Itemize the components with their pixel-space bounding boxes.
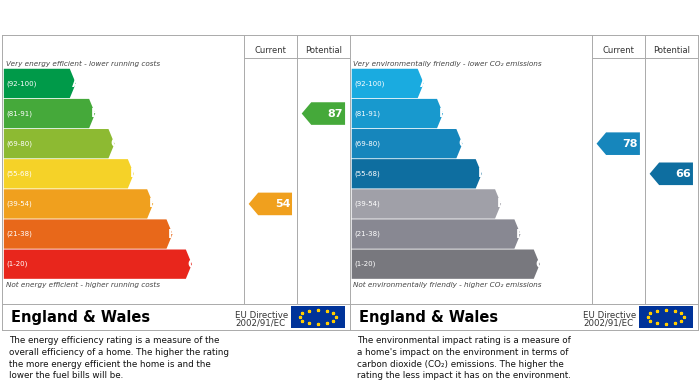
- Text: B: B: [439, 107, 448, 120]
- Text: (69-80): (69-80): [6, 140, 33, 147]
- Polygon shape: [351, 189, 501, 219]
- Text: Very environmentally friendly - lower CO₂ emissions: Very environmentally friendly - lower CO…: [354, 61, 542, 67]
- Text: 66: 66: [676, 169, 691, 179]
- Text: B: B: [91, 107, 100, 120]
- Polygon shape: [351, 69, 423, 98]
- Polygon shape: [4, 189, 153, 219]
- Text: Not environmentally friendly - higher CO₂ emissions: Not environmentally friendly - higher CO…: [354, 282, 542, 289]
- Text: The energy efficiency rating is a measure of the
overall efficiency of a home. T: The energy efficiency rating is a measur…: [9, 336, 229, 380]
- FancyBboxPatch shape: [291, 306, 345, 328]
- Text: (69-80): (69-80): [354, 140, 381, 147]
- Polygon shape: [351, 129, 463, 158]
- Polygon shape: [248, 193, 292, 215]
- Text: (81-91): (81-91): [6, 110, 33, 117]
- Text: Energy Efficiency Rating: Energy Efficiency Rating: [10, 11, 174, 24]
- Text: Current: Current: [254, 46, 286, 55]
- Text: (55-68): (55-68): [354, 170, 380, 177]
- Text: D: D: [130, 167, 139, 180]
- Text: (55-68): (55-68): [6, 170, 32, 177]
- Text: 54: 54: [275, 199, 290, 209]
- Text: (92-100): (92-100): [354, 80, 385, 87]
- Text: G: G: [188, 258, 197, 271]
- Text: 2002/91/EC: 2002/91/EC: [583, 318, 634, 327]
- Text: (81-91): (81-91): [354, 110, 381, 117]
- Text: (1-20): (1-20): [354, 261, 376, 267]
- Text: F: F: [168, 228, 176, 240]
- Polygon shape: [351, 99, 443, 128]
- Text: The environmental impact rating is a measure of
a home's impact on the environme: The environmental impact rating is a mea…: [357, 336, 570, 380]
- Polygon shape: [302, 102, 345, 125]
- Polygon shape: [596, 133, 640, 155]
- Text: (39-54): (39-54): [354, 201, 380, 207]
- Text: Potential: Potential: [653, 46, 690, 55]
- Polygon shape: [351, 249, 540, 279]
- Polygon shape: [4, 249, 192, 279]
- Polygon shape: [351, 219, 521, 249]
- Text: (1-20): (1-20): [6, 261, 28, 267]
- Polygon shape: [4, 219, 173, 249]
- Text: 78: 78: [623, 139, 638, 149]
- Text: 87: 87: [328, 109, 343, 118]
- Text: (39-54): (39-54): [6, 201, 32, 207]
- Text: England & Wales: England & Wales: [358, 310, 498, 325]
- Text: EU Directive: EU Directive: [583, 311, 636, 320]
- Text: C: C: [458, 137, 467, 150]
- Text: Environmental Impact (CO₂) Rating: Environmental Impact (CO₂) Rating: [358, 11, 591, 24]
- Text: Not energy efficient - higher running costs: Not energy efficient - higher running co…: [6, 282, 160, 289]
- Polygon shape: [4, 159, 134, 188]
- Polygon shape: [4, 99, 95, 128]
- Text: Potential: Potential: [305, 46, 342, 55]
- Text: A: A: [71, 77, 80, 90]
- Text: E: E: [497, 197, 505, 210]
- Text: (21-38): (21-38): [6, 231, 32, 237]
- Polygon shape: [351, 159, 482, 188]
- Text: EU Directive: EU Directive: [235, 311, 288, 320]
- Text: F: F: [516, 228, 524, 240]
- Polygon shape: [4, 129, 115, 158]
- Text: G: G: [536, 258, 545, 271]
- Text: C: C: [110, 137, 119, 150]
- Text: Very energy efficient - lower running costs: Very energy efficient - lower running co…: [6, 61, 160, 67]
- Text: (21-38): (21-38): [354, 231, 380, 237]
- Text: (92-100): (92-100): [6, 80, 37, 87]
- Polygon shape: [4, 69, 76, 98]
- Polygon shape: [650, 163, 693, 185]
- Text: D: D: [477, 167, 487, 180]
- FancyBboxPatch shape: [639, 306, 693, 328]
- Text: E: E: [149, 197, 157, 210]
- Text: A: A: [419, 77, 428, 90]
- Text: 2002/91/EC: 2002/91/EC: [235, 318, 286, 327]
- Text: England & Wales: England & Wales: [10, 310, 150, 325]
- Text: Current: Current: [602, 46, 634, 55]
